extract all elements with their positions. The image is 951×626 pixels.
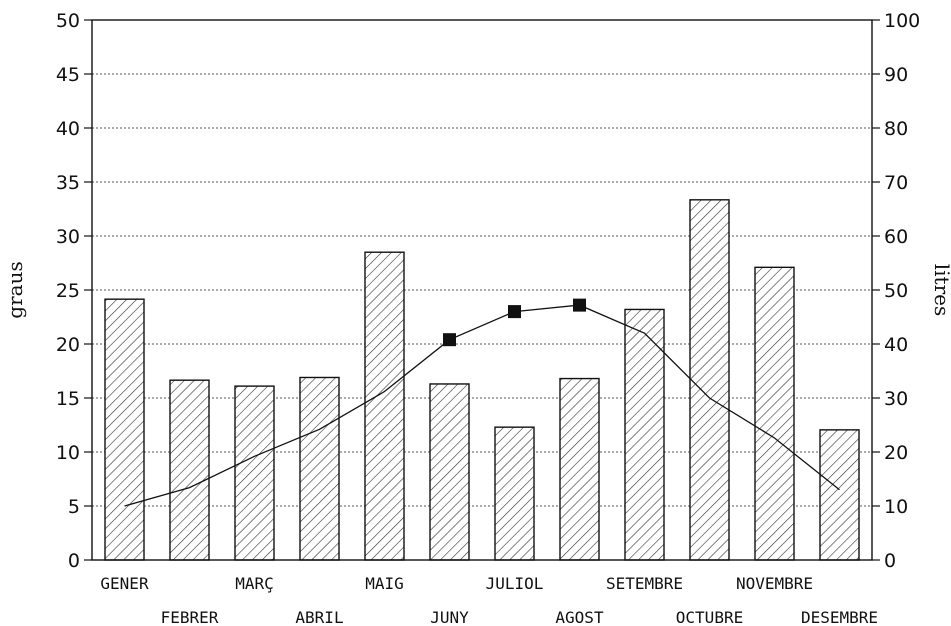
right-tick-label: 0 (884, 550, 896, 572)
right-tick-label: 80 (884, 118, 908, 140)
left-tick-label: 20 (56, 334, 80, 356)
right-tick-label: 10 (884, 496, 908, 518)
left-tick-label: 15 (56, 388, 80, 410)
right-tick-label: 30 (884, 388, 908, 410)
bar-gener (104, 298, 145, 561)
right-tick-label: 100 (884, 10, 920, 32)
left-tick-label: 50 (56, 10, 80, 32)
month-label: GENER (100, 574, 149, 593)
temperature-line (124, 298, 840, 507)
month-label: ABRIL (295, 608, 343, 626)
left-tick-label: 25 (56, 280, 80, 302)
month-label: MAIG (365, 574, 404, 593)
precipitation-bars (104, 199, 860, 561)
month-label: OCTUBRE (676, 608, 743, 626)
month-label: FEBRER (161, 608, 219, 626)
month-label: AGOST (555, 608, 604, 626)
left-tick-label: 10 (56, 442, 80, 464)
right-tick-label: 20 (884, 442, 908, 464)
bar-maig (364, 251, 405, 561)
right-axis-ticks: 0 10 20 30 40 50 60 70 80 90 100 (872, 10, 920, 572)
bar-novembre (754, 266, 795, 561)
left-tick-label: 5 (68, 496, 80, 518)
line-marker (573, 298, 586, 312)
month-labels: GENER FEBRER MARÇ ABRIL MAIG JUNY JULIOL AGOSTS… (100, 574, 878, 626)
right-tick-label: 70 (884, 172, 908, 194)
gridlines (92, 73, 872, 507)
right-tick-label: 40 (884, 334, 908, 356)
line-marker (443, 333, 456, 347)
bar-desembre (819, 429, 860, 561)
bar-setembre (624, 308, 665, 561)
left-tick-label: 0 (68, 550, 80, 572)
left-axis-ticks: 0 5 10 15 20 25 30 35 40 45 50 (56, 10, 92, 572)
right-tick-label: 90 (884, 64, 908, 86)
right-tick-label: 60 (884, 226, 908, 248)
month-label: JUNY (430, 608, 469, 626)
month-label: JULIOL (486, 574, 544, 593)
month-label: MARÇ (235, 574, 274, 593)
month-label: NOVEMBRE (736, 574, 813, 593)
left-axis-title: graus (3, 261, 27, 318)
bar-juny (429, 383, 470, 561)
bar-agost (559, 377, 600, 561)
line-marker (508, 305, 521, 319)
month-label: DESEMBRE (801, 608, 878, 626)
bar-juliol (494, 426, 535, 561)
left-tick-label: 40 (56, 118, 80, 140)
left-tick-label: 35 (56, 172, 80, 194)
left-tick-label: 45 (56, 64, 80, 86)
right-axis-title: litres (930, 264, 951, 317)
bar-febrer (169, 379, 210, 561)
bar-març (234, 385, 275, 561)
left-tick-label: 30 (56, 226, 80, 248)
month-label: SETEMBRE (606, 574, 683, 593)
bar-abril (299, 376, 340, 561)
right-tick-label: 50 (884, 280, 908, 302)
temperature-polyline (124, 304, 840, 507)
bar-octubre (689, 199, 730, 561)
